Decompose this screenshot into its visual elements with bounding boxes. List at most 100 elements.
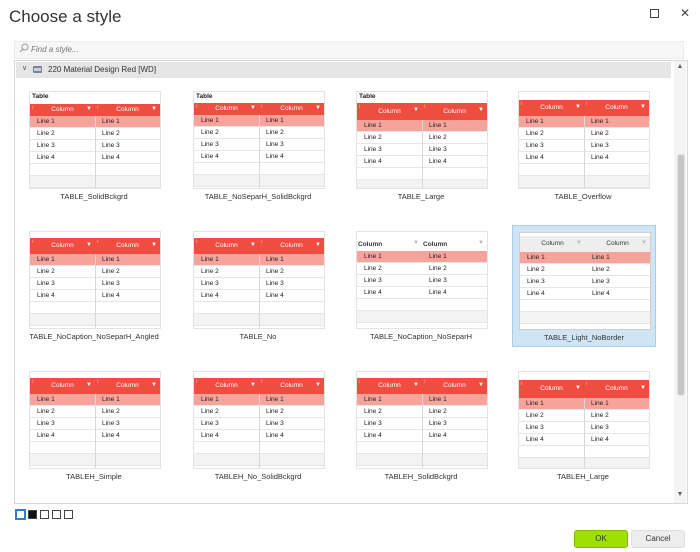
preview-cell: Line 2 bbox=[429, 408, 447, 415]
preview-column-header: Column ▼ bbox=[357, 238, 422, 251]
filter-icon: ▼ bbox=[576, 239, 582, 246]
style-card[interactable]: Column ▼ Column ▼ Line 1 Line 1 Line 2 Line 2 Li… bbox=[512, 225, 656, 347]
preview-caption: Table bbox=[196, 93, 213, 100]
preview-cell: Line 4 bbox=[266, 432, 284, 439]
ok-button[interactable]: OK bbox=[574, 530, 628, 548]
preview-header: Column ▼ Column ▼ bbox=[520, 236, 650, 252]
vertical-scrollbar[interactable]: ▲ ▼ bbox=[674, 61, 686, 503]
filter-icon: ▼ bbox=[478, 381, 484, 388]
preview-cell: Line 2 bbox=[102, 408, 120, 415]
filter-icon: ▼ bbox=[86, 105, 92, 112]
filter-icon: ▼ bbox=[151, 105, 157, 112]
table-preview: Table ⁝ Column ▼ ⁝ Column ▼ Line 1 Line 1 Line 2 L… bbox=[193, 91, 325, 189]
preview-cell: Line 3 bbox=[201, 420, 219, 427]
style-card[interactable]: Table ⁝ Column ▼ ⁝ Column ▼ Line 1 Line 1 Line 2 L… bbox=[187, 85, 329, 205]
column-separator bbox=[95, 254, 96, 328]
preview-cell: Line 2 bbox=[201, 408, 219, 415]
preview-column-label: Column bbox=[443, 382, 466, 389]
column-separator bbox=[422, 120, 423, 188]
search-box[interactable] bbox=[14, 41, 684, 59]
preview-cell: Line 1 bbox=[526, 400, 544, 407]
close-icon[interactable]: ✕ bbox=[679, 6, 691, 20]
preview-column-label: Column bbox=[605, 104, 628, 111]
style-card[interactable]: ⁝ Column ▼ ⁝ Column ▼ Line 1 Line 1 Line 2 Line 2… bbox=[350, 365, 492, 485]
preview-column-label: Column bbox=[51, 382, 74, 389]
preview-cell: Line 2 bbox=[266, 408, 284, 415]
sort-marker-icon: ⁝ bbox=[97, 379, 99, 385]
preview-cell: Line 1 bbox=[201, 117, 219, 124]
preview-header: ⁝ Column ▼ ⁝ Column ▼ bbox=[194, 378, 324, 394]
preview-column-header: ⁝ Column ▼ bbox=[259, 238, 324, 254]
preview-empty-row bbox=[357, 323, 487, 328]
preview-column-header: ⁝ Column ▼ bbox=[422, 378, 487, 394]
preview-cell: Line 1 bbox=[591, 400, 609, 407]
preview-row: Line 4 Line 4 bbox=[357, 287, 487, 299]
preview-header: Column ▼ Column ▼ bbox=[357, 238, 487, 251]
style-card[interactable]: Table ⁝ Column ▼ ⁝ Column ▼ Line 1 Line 1 Line 2 L… bbox=[23, 85, 165, 205]
preview-cell: Line 4 bbox=[526, 436, 544, 443]
preview-header: ⁝ Column ▼ ⁝ Column ▼ bbox=[30, 104, 160, 116]
dialog-title: Choose a style bbox=[9, 7, 122, 26]
preview-caption: Table bbox=[359, 93, 376, 100]
preview-column-header: ⁝ Column ▼ bbox=[194, 103, 259, 115]
style-card[interactable]: ⁝ Column ▼ ⁝ Column ▼ Line 1 Line 1 Line 2 Line 2… bbox=[23, 365, 165, 485]
preview-row: Line 3 Line 3 bbox=[520, 276, 650, 288]
pager-dot[interactable] bbox=[15, 509, 26, 520]
column-separator bbox=[584, 398, 585, 468]
scroll-down-icon[interactable]: ▼ bbox=[676, 491, 684, 498]
table-preview: Column ▼ Column ▼ Line 1 Line 1 Line 2 Line 2 Li… bbox=[519, 232, 651, 330]
preview-row: Line 1 Line 1 bbox=[357, 251, 487, 263]
preview-cell: Line 2 bbox=[201, 129, 219, 136]
style-card[interactable]: Column ▼ Column ▼ Line 1 Line 1 Line 2 Line 2 Li… bbox=[350, 225, 492, 345]
scrollbar-thumb[interactable] bbox=[677, 154, 685, 396]
preview-column-label: Column bbox=[605, 385, 628, 392]
preview-cell: Line 4 bbox=[364, 289, 382, 296]
search-input[interactable] bbox=[31, 43, 331, 56]
preview-cell: Line 2 bbox=[102, 130, 120, 137]
style-card-label: TABLEH_Large bbox=[557, 472, 609, 481]
preview-cell: Line 2 bbox=[266, 268, 284, 275]
style-card[interactable]: Table ⁝ Column ▼ ⁝ Column ▼ Line 1 Line 1 Line 2 L… bbox=[350, 85, 492, 205]
preview-cell: Line 2 bbox=[591, 412, 609, 419]
pager-dot[interactable] bbox=[40, 510, 49, 519]
preview-cell: Line 4 bbox=[592, 290, 610, 297]
sort-marker-icon: ⁝ bbox=[586, 381, 588, 387]
preview-cell: Line 1 bbox=[37, 118, 55, 125]
preview-cell: Line 4 bbox=[266, 153, 284, 160]
table-preview: ⁝ Column ▼ ⁝ Column ▼ Line 1 Line 1 Line 2 Line 2… bbox=[29, 371, 161, 469]
style-group-header[interactable]: ∨ 220 Material Design Red [WD] bbox=[16, 62, 671, 78]
filter-icon: ▼ bbox=[641, 239, 647, 246]
preview-column-header: ⁝ Column ▼ bbox=[519, 100, 584, 116]
column-separator bbox=[422, 394, 423, 468]
maximize-icon[interactable] bbox=[646, 5, 662, 21]
style-card[interactable]: ⁝ Column ▼ ⁝ Column ▼ Line 1 Line 1 Line 2 Line 2… bbox=[187, 225, 329, 345]
cancel-button[interactable]: Cancel bbox=[631, 530, 685, 548]
style-card[interactable]: ⁝ Column ▼ ⁝ Column ▼ Line 1 Line 1 Line 2 Line 2… bbox=[512, 85, 654, 205]
preview-column-label: Column bbox=[540, 104, 563, 111]
preview-cell: Line 4 bbox=[102, 432, 120, 439]
column-separator bbox=[95, 116, 96, 188]
style-card[interactable]: ⁝ Column ▼ ⁝ Column ▼ Line 1 Line 1 Line 2 Line 2… bbox=[512, 365, 654, 485]
scroll-up-icon[interactable]: ▲ bbox=[676, 63, 684, 70]
sort-marker-icon: ⁝ bbox=[32, 105, 34, 111]
filter-icon: ▼ bbox=[640, 384, 646, 391]
preview-column-header: ⁝ Column ▼ bbox=[95, 104, 160, 116]
pager-dot[interactable] bbox=[52, 510, 61, 519]
filter-icon: ▼ bbox=[315, 104, 321, 111]
preview-header: ⁝ Column ▼ ⁝ Column ▼ bbox=[357, 378, 487, 394]
preview-row: Line 1 Line 1 bbox=[520, 252, 650, 264]
preview-column-label: Column bbox=[423, 240, 448, 248]
preview-cell: Line 1 bbox=[527, 254, 545, 261]
style-card[interactable]: ⁝ Column ▼ ⁝ Column ▼ Line 1 Line 1 Line 2 Line 2… bbox=[187, 365, 329, 485]
pager-dot[interactable] bbox=[64, 510, 73, 519]
chevron-down-icon[interactable]: ∨ bbox=[22, 65, 28, 72]
style-card-label: TABLE_SolidBckgrd bbox=[60, 192, 128, 201]
sort-marker-icon: ⁝ bbox=[521, 381, 523, 387]
preview-cell: Line 2 bbox=[592, 266, 610, 273]
preview-column-label: Column bbox=[378, 382, 401, 389]
preview-cell: Line 2 bbox=[526, 412, 544, 419]
table-preview: ⁝ Column ▼ ⁝ Column ▼ Line 1 Line 1 Line 2 Line 2… bbox=[193, 231, 325, 329]
style-card[interactable]: ⁝ Column ▼ ⁝ Column ▼ Line 1 Line 1 Line 2 Line 2… bbox=[23, 225, 165, 345]
pager-dot[interactable] bbox=[28, 510, 37, 519]
preview-cell: Line 4 bbox=[102, 292, 120, 299]
